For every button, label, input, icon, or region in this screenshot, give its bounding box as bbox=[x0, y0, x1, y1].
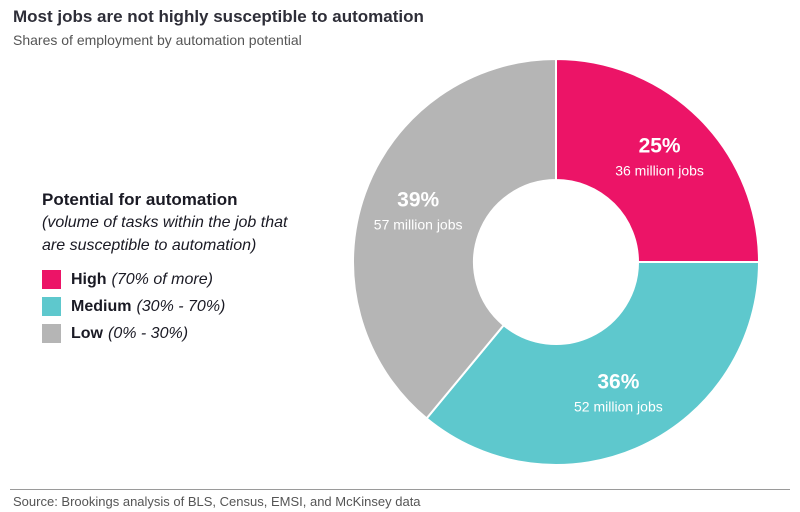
source-note: Source: Brookings analysis of BLS, Censu… bbox=[13, 494, 421, 509]
legend-item-high: High (70% of more) bbox=[42, 266, 362, 293]
legend-range-low: (0% - 30%) bbox=[108, 324, 189, 342]
legend-swatch-low bbox=[42, 324, 61, 343]
slice-jobs-label-medium: 52 million jobs bbox=[574, 399, 663, 415]
legend-label-high: High bbox=[71, 270, 107, 288]
source-divider bbox=[10, 489, 790, 490]
legend-item-medium: Medium (30% - 70%) bbox=[42, 293, 362, 320]
slice-percent-label-high: 25% bbox=[639, 134, 681, 157]
legend-description-line-2: are susceptible to automation) bbox=[42, 237, 257, 254]
legend-items: High (70% of more) Medium (30% - 70%) Lo… bbox=[42, 266, 362, 347]
legend-swatch-medium bbox=[42, 297, 61, 316]
donut-slice-high bbox=[555, 57, 761, 263]
slice-percent-label-medium: 36% bbox=[597, 371, 639, 394]
slice-percent-label-low: 39% bbox=[397, 188, 439, 211]
chart-title: Most jobs are not highly susceptible to … bbox=[13, 7, 424, 26]
donut-slice-low bbox=[352, 57, 557, 420]
chart-subtitle: Shares of employment by automation poten… bbox=[13, 32, 302, 48]
slice-jobs-label-low: 57 million jobs bbox=[374, 216, 463, 232]
legend: Potential for automation (volume of task… bbox=[42, 189, 362, 347]
donut-slice-medium bbox=[425, 261, 761, 466]
legend-label-low: Low bbox=[71, 324, 103, 342]
legend-swatch-high bbox=[42, 270, 61, 289]
legend-range-medium: (30% - 70%) bbox=[136, 297, 226, 315]
slice-jobs-label-high: 36 million jobs bbox=[615, 162, 704, 178]
legend-description-line-1: (volume of tasks within the job that bbox=[42, 214, 288, 231]
legend-range-high: (70% of more) bbox=[111, 270, 213, 288]
legend-title: Potential for automation bbox=[42, 190, 238, 209]
legend-item-low: Low (0% - 30%) bbox=[42, 320, 362, 347]
legend-label-medium: Medium bbox=[71, 297, 132, 315]
